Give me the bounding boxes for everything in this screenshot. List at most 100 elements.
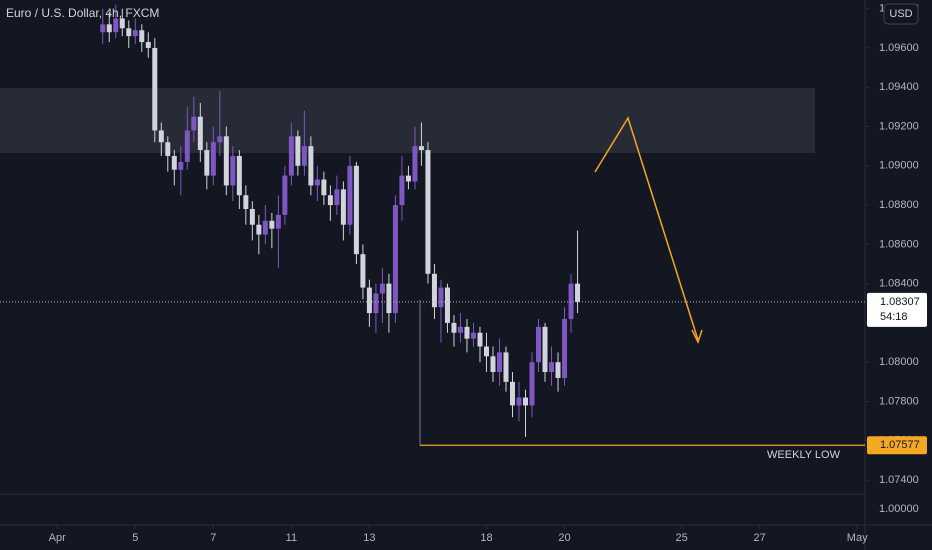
candle-body	[295, 136, 301, 166]
candle-body	[353, 165, 359, 255]
last-price-label: 1.08307	[880, 296, 920, 308]
supply-zone	[0, 88, 815, 153]
candle-body	[119, 18, 125, 29]
candle-body	[282, 175, 288, 215]
candle-body	[523, 397, 529, 406]
candle-body	[503, 352, 509, 382]
candle-body	[197, 116, 203, 151]
candle-body	[314, 179, 320, 186]
candle-body	[275, 214, 281, 229]
y-tick-label: 1.09200	[879, 120, 919, 132]
candle-body	[431, 273, 437, 308]
chart-title: Euro / U.S. Dollar, 4h, FXCM	[6, 6, 159, 20]
candle-body	[555, 362, 561, 378]
candle-body	[334, 189, 340, 206]
projection-arrow	[594, 116, 699, 341]
candle-body	[575, 283, 581, 302]
currency-label[interactable]: USD	[889, 8, 912, 20]
candle-body	[145, 42, 151, 48]
y-tick-label: 1.09400	[879, 81, 919, 93]
candle-body	[483, 346, 489, 357]
candle-body	[126, 28, 132, 37]
candle-body	[204, 150, 210, 176]
candle-body	[392, 205, 398, 314]
candle-body	[373, 293, 379, 314]
candle-body	[243, 195, 249, 209]
candle-body	[184, 130, 190, 162]
candle-body	[236, 155, 242, 196]
candle-body	[366, 287, 372, 314]
x-tick-label: 25	[675, 532, 687, 544]
candle-body	[386, 283, 392, 314]
candle-body	[158, 130, 164, 143]
candles	[100, 4, 581, 437]
candle-body	[438, 287, 444, 308]
candle-body	[405, 175, 411, 182]
x-tick-label: 5	[132, 532, 138, 544]
candle-body	[171, 155, 177, 170]
y-tick-label: 1.07800	[879, 395, 919, 407]
weekly-low-value: 1.07577	[880, 439, 920, 451]
candle-body	[340, 189, 346, 225]
candle-body	[399, 175, 405, 206]
candle-body	[152, 47, 158, 131]
y-tick-label: 1.07400	[879, 474, 919, 486]
candle-body	[496, 352, 502, 373]
candle-body	[327, 195, 333, 206]
candle-body	[100, 24, 106, 33]
y-tick-label: 1.08600	[879, 238, 919, 250]
candle-body	[256, 224, 262, 235]
weekly-low-text: WEEKLY LOW	[767, 449, 841, 461]
candle-body	[457, 326, 463, 333]
candle-body	[288, 136, 294, 176]
candle-body	[425, 150, 431, 274]
overlay	[0, 300, 865, 446]
candle-body	[412, 146, 418, 182]
y-tick-label: 1.09600	[879, 42, 919, 54]
y-tick-label: 1.08000	[879, 356, 919, 368]
candle-body	[379, 283, 385, 294]
candle-body	[301, 146, 307, 166]
candle-body	[308, 146, 314, 186]
x-tick-label: 27	[754, 532, 766, 544]
candle-body	[536, 326, 542, 363]
x-tick-label: 7	[210, 532, 216, 544]
candle-body	[470, 332, 476, 339]
weekly-low-box	[867, 436, 927, 455]
x-tick-label: 20	[558, 532, 570, 544]
x-tick-label: 11	[286, 532, 297, 544]
candle-body	[321, 179, 327, 196]
candle-body	[360, 254, 366, 288]
lower-pane-label: 1.00000	[879, 503, 919, 515]
currency-button	[883, 3, 919, 25]
candle-body	[269, 220, 275, 229]
countdown-label: 54:18	[880, 311, 908, 323]
candle-body	[477, 332, 483, 347]
candle-body	[210, 142, 216, 176]
candle-body	[451, 322, 457, 333]
candle-body	[542, 326, 548, 373]
candle-body	[418, 146, 424, 151]
x-tick-label: May	[847, 532, 868, 544]
y-tick-label: 1.09000	[879, 160, 919, 172]
candle-body	[223, 136, 229, 186]
candle-body	[217, 136, 223, 143]
x-tick-label: 13	[363, 532, 375, 544]
x-tick-label: Apr	[49, 532, 66, 544]
candle-body	[529, 362, 535, 406]
candle-body	[444, 287, 450, 323]
candle-body	[516, 397, 522, 406]
y-tick-label: 1.08400	[879, 278, 919, 290]
candle-body	[139, 30, 145, 43]
arrow-head	[691, 329, 703, 344]
candle-body	[113, 18, 119, 33]
y-tick-label: 1.08800	[879, 199, 919, 211]
last-price-box	[867, 292, 927, 327]
candle-body	[262, 220, 268, 235]
candle-body	[106, 24, 112, 33]
candle-body	[549, 362, 555, 373]
candle-body	[509, 381, 515, 406]
